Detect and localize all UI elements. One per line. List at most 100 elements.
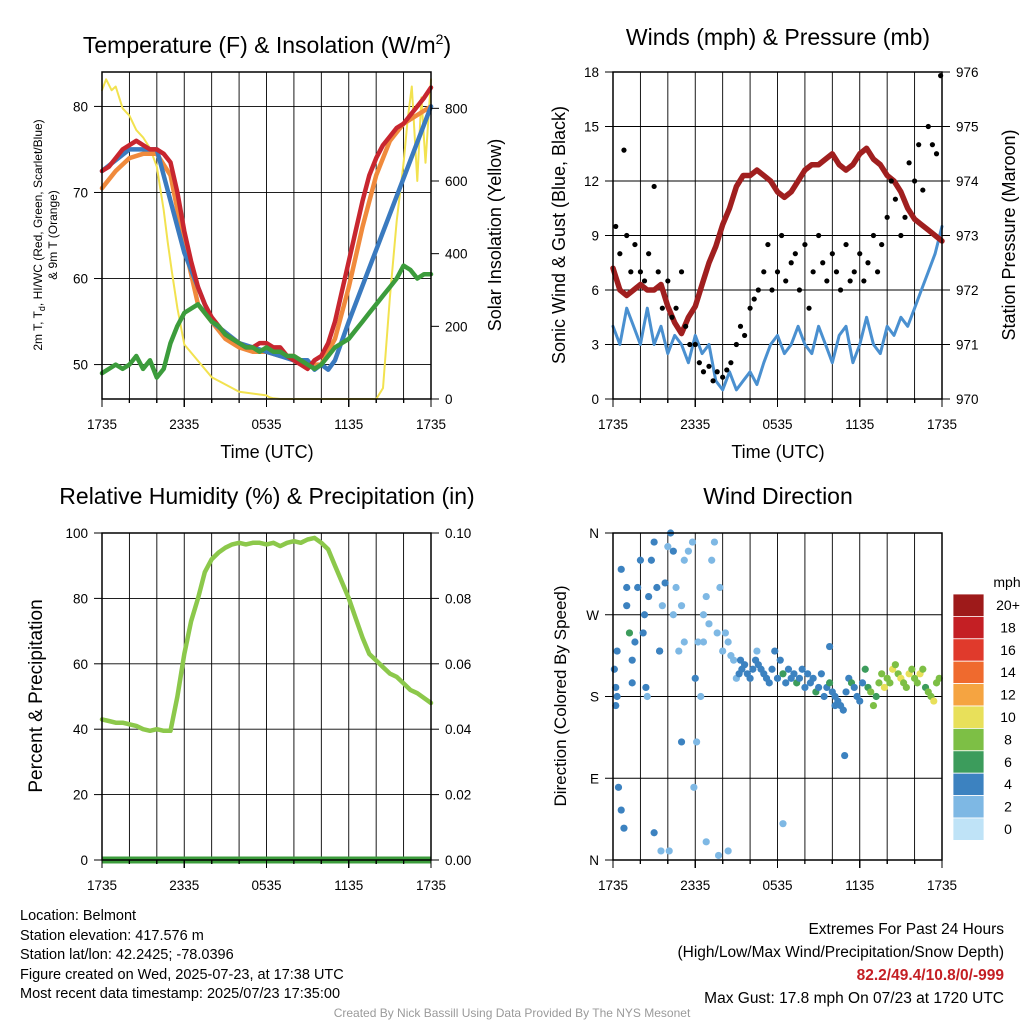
wind-direction-point: [795, 674, 804, 682]
wind-direction-point: [634, 583, 642, 592]
legend-swatch: [952, 705, 985, 729]
y-tick-label: 3: [591, 338, 599, 353]
wind-direction-point: [825, 642, 834, 651]
gust-point: [628, 269, 634, 275]
wind-direction-point: [647, 556, 655, 564]
wind-direction-point: [675, 647, 683, 655]
gust-point: [774, 269, 781, 275]
wind-direction-point: [842, 688, 850, 696]
wind-direction-point: [919, 665, 927, 673]
x-tick-label: 0535: [251, 417, 281, 432]
wind-direction-point: [693, 738, 701, 746]
gust-point: [870, 232, 877, 239]
wind-direction-point: [643, 692, 651, 701]
y2-tick-label: 0.10: [445, 526, 471, 541]
wind-direction-point: [610, 665, 618, 673]
humidity-precip-panel: Relative Humidity (%) & Precipitation (i…: [26, 483, 475, 893]
wind-direction-point: [850, 683, 858, 692]
wind-direction-point: [913, 679, 921, 687]
winds-series: [610, 73, 945, 392]
y2-tick-label: 0.04: [445, 722, 472, 737]
legend-swatch: [952, 728, 985, 752]
temperature-insolation-panel: Temperature (F) & Insolation (W/m2) 50 60…: [31, 31, 505, 462]
wind-direction-point: [694, 638, 702, 646]
gust-point: [632, 241, 638, 248]
gust-point: [898, 232, 904, 239]
wind-direction-point: [677, 602, 686, 610]
wind-direction-point: [650, 829, 658, 837]
legend-label: 16: [1000, 642, 1016, 658]
wind-direction-point: [623, 602, 631, 610]
gust-point: [621, 147, 627, 153]
gust-point: [613, 223, 619, 230]
y2-tick-label: 0: [445, 392, 453, 407]
wind-direction-point: [613, 647, 621, 655]
gust-point: [659, 305, 665, 311]
gust-point: [761, 269, 767, 275]
legend-label: 18: [1000, 619, 1016, 635]
wind-direction-point: [880, 683, 889, 692]
wind-direction-point: [875, 679, 883, 687]
legend-swatch: [952, 683, 985, 707]
gust-point: [755, 287, 761, 293]
winds-grid: [613, 71, 942, 400]
legend-label: 4: [1004, 776, 1012, 792]
humidity-grid: [102, 532, 431, 861]
wind-direction-point: [820, 692, 828, 701]
speed-legend: 20+ 18 16 14 12 10 8 6 4 2 0: [952, 593, 1020, 841]
y2-tick-label: 800: [445, 101, 468, 116]
wind-direction-point: [636, 556, 645, 564]
wind-direction-point: [702, 838, 710, 846]
y-tick-label: 18: [584, 65, 599, 80]
legend-swatch: [952, 750, 985, 774]
temperature-series-line: [99, 263, 434, 380]
wind-direction-point: [612, 701, 620, 710]
winds-ticks: 0 3 6 9 12 15 18 970 971 972 973 974 975 976 1735 2335 0…: [584, 65, 979, 432]
wind-direction-point: [613, 692, 621, 701]
y-tick-label: 15: [584, 120, 599, 135]
gust-point: [779, 232, 785, 239]
wind-direction-point: [801, 683, 809, 692]
gust-point: [843, 241, 849, 248]
wind-direction-point: [935, 674, 943, 682]
station-elevation: Station elevation: 417.576 m: [20, 927, 204, 944]
sonic-wind-line: [611, 224, 944, 392]
wind-direction-point: [677, 738, 686, 746]
gust-point: [683, 323, 689, 329]
wind-direction-point: [680, 638, 688, 646]
x-tick-label: 1135: [334, 417, 363, 432]
gust-point: [655, 269, 661, 275]
wind-direction-point: [930, 697, 938, 705]
wind-direction-point: [639, 629, 647, 637]
wind-direction-point: [657, 847, 665, 855]
gust-point: [769, 287, 775, 293]
insolation-y2label: Solar Insolation (Yellow): [485, 139, 505, 331]
gust-point: [788, 260, 794, 266]
gust-point: [687, 341, 693, 348]
gust-point: [865, 260, 871, 266]
legend-label: 2: [1004, 799, 1012, 815]
gust-point: [824, 278, 830, 284]
y-tick-label: 0: [591, 392, 599, 407]
x-tick-label: 2335: [169, 417, 199, 432]
wind-direction-point: [841, 751, 849, 760]
wind-direction-point: [699, 638, 708, 646]
wind-direction-point: [776, 656, 784, 664]
wind-direction-point: [749, 665, 757, 673]
y-tick-label: 100: [65, 526, 88, 541]
wind-direction-point: [765, 679, 773, 687]
y-tick-label: 60: [73, 657, 88, 672]
gust-point: [810, 269, 816, 275]
x-tick-label: 1735: [87, 417, 117, 432]
y-tick-label: W: [586, 608, 599, 623]
x-tick-label: 1735: [87, 878, 117, 893]
wind-direction-point: [809, 674, 817, 682]
x-tick-label: 1735: [598, 417, 628, 432]
wind-direction-point: [645, 592, 653, 601]
gust-point: [933, 151, 940, 157]
gust-point: [751, 296, 757, 302]
y2-tick-label: 972: [956, 283, 979, 298]
wind-direction-point: [856, 697, 864, 705]
x-tick-label: 1735: [927, 878, 957, 893]
legend-swatch: [952, 660, 985, 685]
